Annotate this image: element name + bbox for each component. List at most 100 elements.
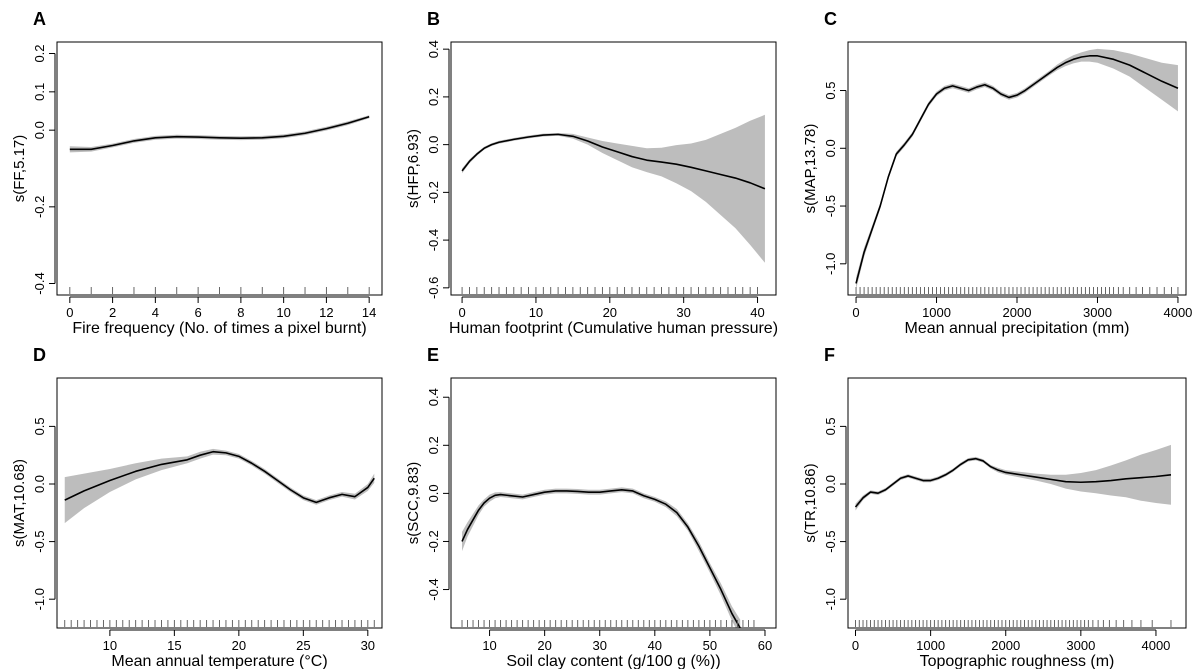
panel-letter: B <box>427 9 440 29</box>
x-axis-a: 0 2 4 6 8 10 12 14 <box>66 296 376 320</box>
x-tick-label: 10 <box>276 305 290 320</box>
x-tick-label: 40 <box>648 638 662 653</box>
y-tick-label: -1.0 <box>823 588 838 610</box>
x-axis-title: Mean annual precipitation (mm) <box>905 320 1130 337</box>
x-tick-label: 20 <box>603 305 617 320</box>
panel-letter: E <box>427 345 439 365</box>
x-axis-title: Human footprint (Cumulative human pressu… <box>449 320 778 337</box>
smooth-line-c <box>855 55 1179 284</box>
x-tick-label: 10 <box>529 305 543 320</box>
y-tick-label: 0.2 <box>32 44 47 62</box>
x-tick-label: 4000 <box>1141 638 1170 653</box>
x-tick-label: 20 <box>232 638 246 653</box>
y-axis-title: s(FF,5.17) <box>11 135 28 203</box>
x-tick-label: 30 <box>592 638 606 653</box>
y-tick-label: -0.2 <box>426 181 441 203</box>
y-tick-label: 0.2 <box>426 436 441 454</box>
plot-frame <box>847 377 1187 629</box>
y-tick-label: -0.4 <box>32 272 47 294</box>
confidence-band-a <box>69 115 370 153</box>
x-tick-label: 15 <box>167 638 181 653</box>
y-tick-label: 0.0 <box>823 475 838 493</box>
smooth-line-a <box>69 115 370 151</box>
y-axis-b: -0.6 -0.4 -0.2 0.0 0.2 0.4 <box>426 40 450 299</box>
x-axis-d: 10 15 20 25 30 <box>103 629 375 653</box>
y-tick-label: -0.4 <box>426 578 441 600</box>
y-tick-label: -0.5 <box>823 530 838 552</box>
x-tick-label: 50 <box>703 638 717 653</box>
plot-frame <box>450 377 777 629</box>
y-tick-label: 0.0 <box>426 484 441 502</box>
plot-frame <box>847 41 1187 296</box>
y-axis-title: s(HFP,6.93) <box>405 129 422 208</box>
panel-letter: D <box>33 345 46 365</box>
y-axis-d: -1.0 -0.5 0.0 0.5 <box>32 417 56 610</box>
panel-letter: F <box>824 345 835 365</box>
y-axis-e: -0.4 -0.2 0.0 0.2 0.4 <box>426 388 450 601</box>
panel-f: 0 1000 2000 3000 4000 Topographic roughness (… <box>802 345 1187 669</box>
x-tick-label: 0 <box>66 305 73 320</box>
x-tick-label: 40 <box>750 305 764 320</box>
plot-frame <box>450 41 777 296</box>
x-axis-c: 0 1000 2000 3000 4000 <box>852 296 1192 320</box>
x-axis-f: 0 1000 2000 3000 4000 <box>852 629 1170 653</box>
x-tick-label: 14 <box>362 305 376 320</box>
y-tick-label: -1.0 <box>32 588 47 610</box>
panel-letter: C <box>824 9 837 29</box>
y-tick-label: -0.5 <box>32 530 47 552</box>
y-axis-c: -1.0 -0.5 0.0 0.5 <box>823 81 847 275</box>
x-axis-e: 10 20 30 40 50 60 <box>482 629 772 653</box>
x-tick-label: 12 <box>319 305 333 320</box>
x-tick-label: 1000 <box>922 305 951 320</box>
panel-c: 0 1000 2000 3000 4000 Mean annual precipitati… <box>802 9 1192 337</box>
y-tick-label: -0.2 <box>32 196 47 218</box>
x-tick-label: 30 <box>676 305 690 320</box>
x-tick-label: 4 <box>152 305 159 320</box>
confidence-band-f <box>855 444 1171 511</box>
x-tick-label: 2000 <box>1003 305 1032 320</box>
y-tick-label: 0.5 <box>823 417 838 435</box>
smooth-line-b <box>461 133 766 190</box>
x-tick-label: 1000 <box>916 638 945 653</box>
x-tick-label: 10 <box>103 638 117 653</box>
y-tick-label: 0.5 <box>823 81 838 99</box>
smooth-line-f <box>854 457 1172 508</box>
y-tick-label: 0.0 <box>426 136 441 154</box>
x-tick-label: 0 <box>852 305 859 320</box>
y-tick-label: -0.2 <box>426 530 441 552</box>
x-axis-title: Soil clay content (g/100 g (%)) <box>506 653 720 669</box>
x-tick-label: 0 <box>852 638 859 653</box>
x-axis-title: Fire frequency (No. of times a pixel bur… <box>72 320 366 337</box>
y-axis-title: s(MAT,10.68) <box>11 459 28 547</box>
x-tick-label: 4000 <box>1163 305 1192 320</box>
panel-e: 10 20 30 40 50 60 Soil clay content (g/100 g (… <box>405 345 777 669</box>
y-tick-label: 0.0 <box>823 139 838 157</box>
x-tick-label: 10 <box>482 638 496 653</box>
plot-frame <box>56 41 383 296</box>
plot-frame <box>56 377 383 629</box>
x-tick-label: 8 <box>237 305 244 320</box>
y-tick-label: 0.0 <box>32 121 47 139</box>
y-axis-title: s(MAP,13.78) <box>802 124 819 214</box>
y-axis-title: s(TR,10.86) <box>802 463 819 542</box>
confidence-band-b <box>462 114 765 263</box>
x-tick-label: 3000 <box>1066 638 1095 653</box>
x-tick-label: 25 <box>296 638 310 653</box>
y-tick-label: 0.4 <box>426 40 441 58</box>
y-axis-title: s(SCC,9.83) <box>405 462 422 545</box>
y-tick-label: 0.4 <box>426 388 441 406</box>
panel-d: 10 15 20 25 30 Mean annual temperature (°C) -1… <box>11 345 383 669</box>
x-axis-b: 0 10 20 30 40 <box>458 296 765 320</box>
smooth-line-e <box>461 488 741 628</box>
x-axis-title: Mean annual temperature (°C) <box>111 653 327 669</box>
x-axis-title: Topographic roughness (m) <box>920 653 1115 669</box>
confidence-band-c <box>856 48 1178 290</box>
smooth-line-d <box>64 450 375 504</box>
x-tick-label: 2 <box>109 305 116 320</box>
y-tick-label: 0.5 <box>32 417 47 435</box>
y-tick-label: -0.6 <box>426 277 441 299</box>
panel-letter: A <box>33 9 46 29</box>
